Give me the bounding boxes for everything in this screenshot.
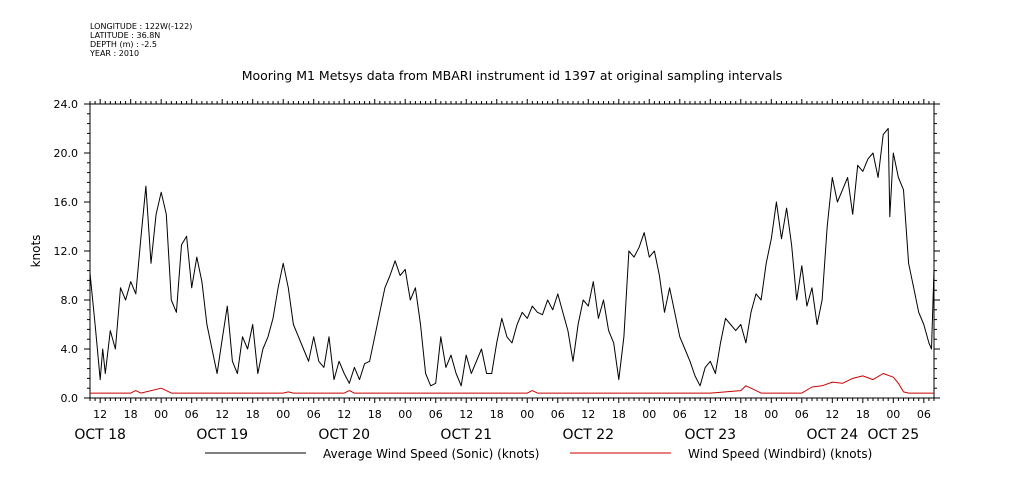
x-day-label: OCT 21 — [440, 427, 492, 443]
y-tick-label: 20.0 — [54, 147, 79, 160]
legend: Average Wind Speed (Sonic) (knots) Wind … — [205, 447, 872, 461]
series-line-1 — [90, 373, 934, 394]
x-axis: 12 18 00 06 12 18 00 06 12 18 00 06 12 18 00 06 12 18 00 06… — [74, 99, 935, 443]
x-day-label: OCT 22 — [562, 427, 614, 443]
y-axis-label: knots — [29, 235, 43, 268]
chart-title: Mooring M1 Metsys data from MBARI instru… — [242, 68, 783, 83]
y-tick-label: 8.0 — [61, 294, 79, 307]
x-hour-label: 18 — [246, 408, 260, 421]
legend-label-windbird: Wind Speed (Windbird) (knots) — [688, 447, 872, 461]
longitude-label: LONGITUDE : 122W(-122) — [90, 22, 193, 31]
x-hour-label: 18 — [612, 408, 626, 421]
x-hour-label: 00 — [398, 408, 412, 421]
x-day-label: OCT 23 — [684, 427, 736, 443]
x-day-label: OCT 24 — [807, 427, 859, 443]
x-hour-label: 18 — [856, 408, 870, 421]
x-hour-label: 06 — [185, 408, 199, 421]
x-hour-label: 18 — [490, 408, 504, 421]
year-label: YEAR : 2010 — [90, 49, 140, 58]
x-hour-label: 12 — [825, 408, 839, 421]
y-tick-label: 16.0 — [54, 196, 79, 209]
x-hour-label: 06 — [917, 408, 931, 421]
y-tick-label: 12.0 — [54, 245, 79, 258]
x-hour-label: 00 — [886, 408, 900, 421]
x-hour-label: 18 — [734, 408, 748, 421]
depth-label: DEPTH (m) : -2.5 — [90, 40, 157, 49]
x-day-label: OCT 20 — [318, 427, 370, 443]
x-hour-label: 12 — [93, 408, 107, 421]
y-axis: 0.0 4.0 8.0 12.0 16.0 20.0 24.0 — [54, 98, 940, 405]
latitude-label: LATITUDE : 36.8N — [90, 31, 161, 40]
x-hour-label: 06 — [673, 408, 687, 421]
plot-area — [89, 103, 935, 399]
x-hour-label: 00 — [764, 408, 778, 421]
x-hour-label: 12 — [459, 408, 473, 421]
x-hour-label: 00 — [276, 408, 290, 421]
x-day-label: OCT 18 — [74, 427, 126, 443]
x-hour-label: 06 — [551, 408, 565, 421]
x-day-label: OCT 25 — [868, 427, 920, 443]
y-tick-label: 4.0 — [61, 343, 79, 356]
x-hour-label: 00 — [520, 408, 534, 421]
plot-frame — [89, 103, 935, 399]
x-hour-label: 12 — [215, 408, 229, 421]
x-hour-label: 06 — [307, 408, 321, 421]
x-hour-label: 12 — [337, 408, 351, 421]
y-tick-label: 24.0 — [54, 98, 79, 111]
x-hour-label: 12 — [703, 408, 717, 421]
series-layer — [89, 128, 935, 394]
x-day-label: OCT 19 — [196, 427, 248, 443]
legend-label-sonic: Average Wind Speed (Sonic) (knots) — [323, 447, 539, 461]
x-hour-label: 18 — [124, 408, 138, 421]
x-hour-label: 00 — [642, 408, 656, 421]
y-tick-label: 0.0 — [61, 392, 79, 405]
x-hour-label: 06 — [429, 408, 443, 421]
x-hour-label: 06 — [795, 408, 809, 421]
x-hour-label: 12 — [581, 408, 595, 421]
x-hour-label: 00 — [154, 408, 168, 421]
series-line-0 — [89, 128, 935, 387]
station-metadata: LONGITUDE : 122W(-122) LATITUDE : 36.8N … — [90, 22, 192, 58]
x-hour-label: 18 — [368, 408, 382, 421]
